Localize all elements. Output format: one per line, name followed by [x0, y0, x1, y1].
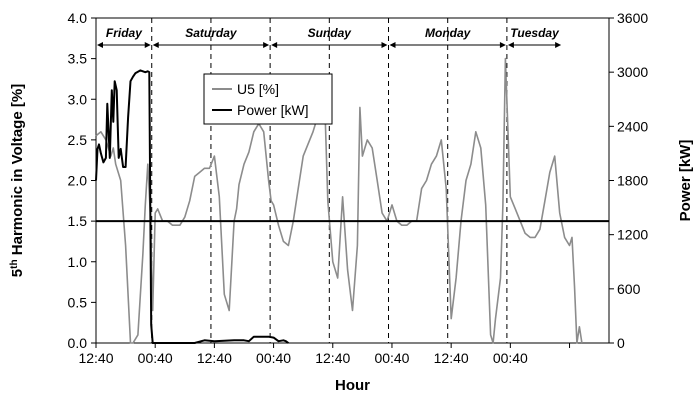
y-axis-left-title: 5th Harmonic in Voltage [%] [9, 84, 27, 277]
y-right-tick-label-5: 3000 [617, 64, 648, 80]
y-right-tick-label-6: 3600 [617, 10, 648, 26]
y-axis-right-title: Power [kW] [677, 140, 694, 222]
day-arrow-right [499, 42, 506, 48]
day-label: Sunday [308, 26, 353, 40]
y-right-tick-label-4: 2400 [617, 118, 648, 134]
y-left-tick-label-4: 2.0 [68, 173, 88, 189]
x-axis-title: Hour [335, 377, 370, 394]
day-arrow-right [381, 42, 388, 48]
y-left-tick-label-2: 1.0 [68, 254, 88, 270]
day-arrow-left [152, 42, 159, 48]
day-marker-sunday: Sunday [271, 26, 388, 48]
x-tick-label-5: 00:40 [374, 350, 409, 366]
x-tick-label-0: 12:40 [78, 350, 113, 366]
y-right-tick-label-3: 1800 [617, 173, 648, 189]
x-tick-label-6: 12:40 [434, 350, 469, 366]
day-arrow-left [97, 42, 103, 48]
y-left-tick-label-6: 3.0 [68, 91, 88, 107]
legend-label-u5: U5 [%] [237, 81, 279, 97]
day-label: Friday [106, 26, 143, 40]
y-left-tick-label-1: 0.5 [68, 294, 88, 310]
y-left-tick-label-3: 1.5 [68, 213, 88, 229]
y-left-tick-label-8: 4.0 [68, 10, 88, 26]
legend: U5 [%] Power [kW] [203, 73, 333, 125]
y-right-tick-label-2: 1200 [617, 227, 648, 243]
x-tick-label-1: 00:40 [138, 350, 173, 366]
y-left-tick-label-0: 0.0 [68, 335, 88, 351]
y-left-tick-label-5: 2.5 [68, 132, 88, 148]
y-right-tick-label-0: 0 [617, 335, 625, 351]
day-marker-saturday: Saturday [152, 26, 270, 48]
day-markers: Friday Saturday Sunday Monday Tuesday [97, 26, 562, 48]
day-arrow-right [144, 42, 151, 48]
series-line-power [95, 69, 289, 344]
x-tick-label-4: 12:40 [315, 350, 350, 366]
x-tick-label-3: 00:40 [256, 350, 291, 366]
plot-frame [95, 17, 610, 344]
day-arrow-left [507, 42, 514, 48]
day-marker-monday: Monday [389, 26, 506, 48]
plot-area [95, 17, 610, 344]
day-arrow-left [389, 42, 396, 48]
day-marker-tuesday: Tuesday [507, 26, 562, 48]
day-label: Saturday [185, 26, 238, 40]
x-tick-label-7: 00:40 [493, 350, 528, 366]
day-arrow-right [263, 42, 270, 48]
day-label: Monday [425, 26, 472, 40]
day-divider-lines [151, 18, 508, 343]
day-marker-friday: Friday [97, 26, 151, 48]
legend-label-power: Power [kW] [237, 102, 309, 118]
day-label: Tuesday [510, 26, 560, 40]
day-arrow-left [271, 42, 278, 48]
day-arrow-right [555, 42, 562, 48]
x-tick-label-2: 12:40 [197, 350, 232, 366]
y-left-tick-label-7: 3.5 [68, 51, 88, 67]
y-right-tick-label-1: 600 [617, 281, 641, 297]
axes: 0.0 0.5 1.0 1.5 2.0 2.5 3.0 3.5 4.0 0 600 1200 1800 2… [68, 10, 649, 366]
legend-box [203, 73, 333, 125]
